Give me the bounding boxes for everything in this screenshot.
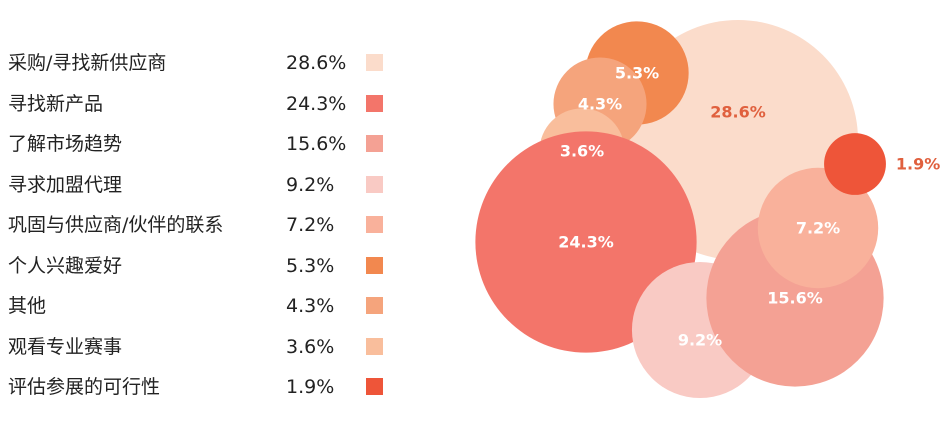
- legend-label: 了解市场趋势: [8, 133, 123, 155]
- bubble: [757, 167, 879, 289]
- bubble-label: 24.3%: [558, 233, 614, 252]
- legend-value: 24.3%: [286, 92, 347, 115]
- legend-item: 寻找新产品 24.3%: [0, 89, 400, 119]
- legend-label: 寻找新产品: [8, 92, 104, 115]
- bubble-label: 9.2%: [678, 331, 722, 350]
- legend-swatch: [366, 297, 383, 314]
- legend-value: 15.6%: [286, 133, 347, 155]
- legend-value: 3.6%: [286, 335, 335, 358]
- legend-value: 1.9%: [286, 376, 335, 398]
- legend-item: 了解市场趋势 15.6%: [0, 129, 400, 159]
- legend-label: 其他: [8, 295, 47, 317]
- legend-swatch: [366, 54, 383, 71]
- legend-item: 评估参展的可行性 1.9%: [0, 372, 400, 402]
- legend-swatch: [366, 94, 383, 112]
- legend-item: 采购/寻找新供应商 28.6%: [0, 48, 400, 78]
- legend-swatch: [366, 378, 383, 395]
- legend-swatch: [366, 337, 383, 355]
- bubble-label: 4.3%: [578, 95, 622, 114]
- legend-item: 观看专业赛事 3.6%: [0, 332, 400, 362]
- legend-swatch: [366, 135, 383, 152]
- bubble-label: 1.9%: [896, 155, 940, 174]
- bubble-label: 3.6%: [560, 142, 604, 161]
- legend-item: 寻求加盟代理 9.2%: [0, 170, 400, 200]
- legend-label: 个人兴趣爱好: [8, 254, 123, 277]
- legend-label: 评估参展的可行性: [8, 376, 161, 398]
- legend-value: 5.3%: [286, 254, 335, 277]
- legend-label: 寻求加盟代理: [8, 173, 123, 196]
- chart-legend: 采购/寻找新供应商 28.6% 寻找新产品 24.3% 了解市场趋势 15.6% 寻求加盟代…: [0, 0, 420, 423]
- legend-swatch: [366, 256, 383, 274]
- bubble-label: 5.3%: [615, 64, 659, 83]
- legend-value: 9.2%: [286, 173, 335, 196]
- bubble-label: 28.6%: [710, 103, 766, 122]
- bubble-label: 7.2%: [796, 219, 840, 238]
- legend-label: 巩固与供应商/伙伴的联系: [8, 214, 224, 236]
- legend-item: 个人兴趣爱好 5.3%: [0, 251, 400, 281]
- legend-label: 观看专业赛事: [8, 335, 123, 358]
- bubble: [824, 133, 886, 195]
- legend-swatch: [366, 216, 383, 233]
- legend-item: 巩固与供应商/伙伴的联系 7.2%: [0, 210, 400, 240]
- legend-swatch: [366, 175, 383, 193]
- legend-value: 28.6%: [286, 52, 347, 74]
- legend-item: 其他 4.3%: [0, 291, 400, 321]
- legend-value: 4.3%: [286, 295, 335, 317]
- bubble-label: 15.6%: [767, 289, 823, 308]
- legend-label: 采购/寻找新供应商: [8, 52, 167, 74]
- legend-value: 7.2%: [286, 214, 335, 236]
